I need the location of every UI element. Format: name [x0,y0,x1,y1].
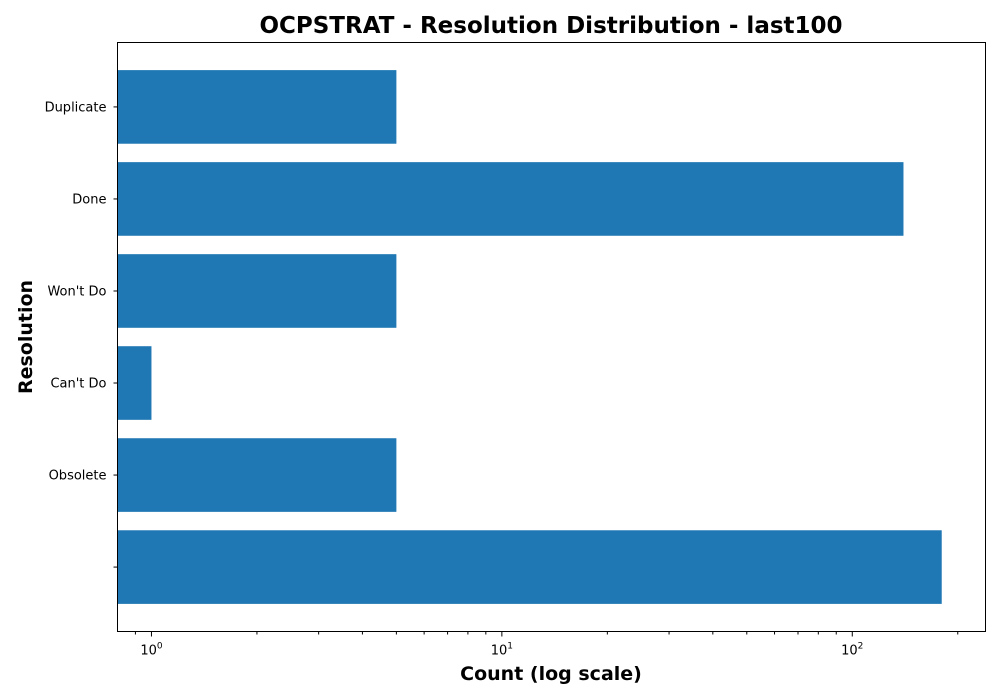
bar-obsolete [117,438,397,512]
x-tick-label: 100 [140,642,163,659]
x-axis-label: Count (log scale) [460,663,642,685]
chart-title: OCPSTRAT - Resolution Distribution - las… [259,13,842,39]
y-tick-label: Obsolete [49,469,107,484]
bar-can-t-do [117,346,152,420]
y-tick-label: Can't Do [50,377,106,392]
bar-done [117,162,904,236]
y-axis-ticks: Duplicate Done Won't Do Can't Do Obsolete [45,100,118,568]
bar-duplicate [117,70,397,144]
y-tick-label: Done [72,192,106,207]
x-axis-ticks: 100 101 102 [134,631,959,659]
plot-frame [117,42,986,632]
bar-won-t-do [117,254,397,328]
y-axis-label: Resolution [15,280,37,394]
x-tick-label: 101 [491,642,513,659]
bars-group [117,70,942,604]
bar-unlabeled [117,530,942,604]
y-tick-label: Duplicate [45,100,107,115]
x-tick-label: 102 [841,642,863,659]
y-tick-label: Won't Do [47,284,106,299]
